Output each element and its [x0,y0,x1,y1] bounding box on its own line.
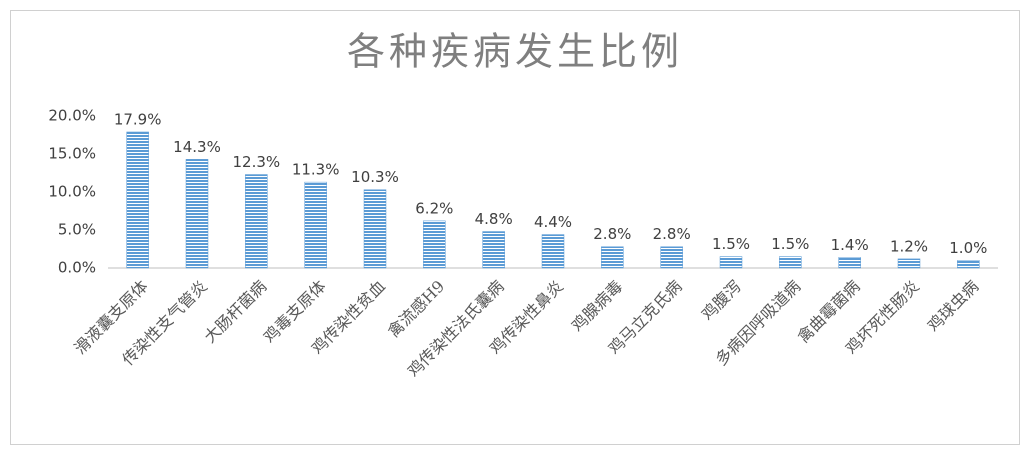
data-label: 17.9% [114,110,162,128]
data-label: 2.8% [653,225,691,243]
y-tick-label: 20.0% [48,107,96,125]
y-tick-label: 0.0% [58,259,96,277]
bar [660,246,683,269]
bar [957,260,980,269]
chart-frame [10,10,1020,445]
chart-title: 各种疾病发生比例 [347,30,683,74]
data-label: 12.3% [233,153,281,171]
data-label: 1.5% [712,235,750,253]
bar [304,181,327,269]
data-label: 1.5% [771,235,809,253]
data-label: 10.3% [351,168,399,186]
data-label: 6.2% [415,199,453,217]
bar [245,174,268,269]
bar [482,231,505,269]
bar [126,131,149,269]
bar [719,256,743,269]
bar [601,246,624,269]
bar [423,220,446,269]
bar [541,234,565,269]
data-label: 14.3% [173,138,221,156]
y-tick-label: 10.0% [48,183,96,201]
data-label: 1.0% [949,239,987,257]
bar [838,257,861,269]
y-tick-label: 5.0% [58,221,96,239]
data-label: 1.2% [890,237,928,255]
data-label: 11.3% [292,161,340,179]
bar [779,256,802,269]
bar [185,159,209,269]
data-label: 2.8% [593,225,631,243]
bar [897,258,921,269]
data-label: 4.4% [534,213,572,231]
data-label: 4.8% [475,210,513,228]
bar [363,189,387,269]
y-tick-label: 15.0% [48,145,96,163]
data-label: 1.4% [831,236,869,254]
